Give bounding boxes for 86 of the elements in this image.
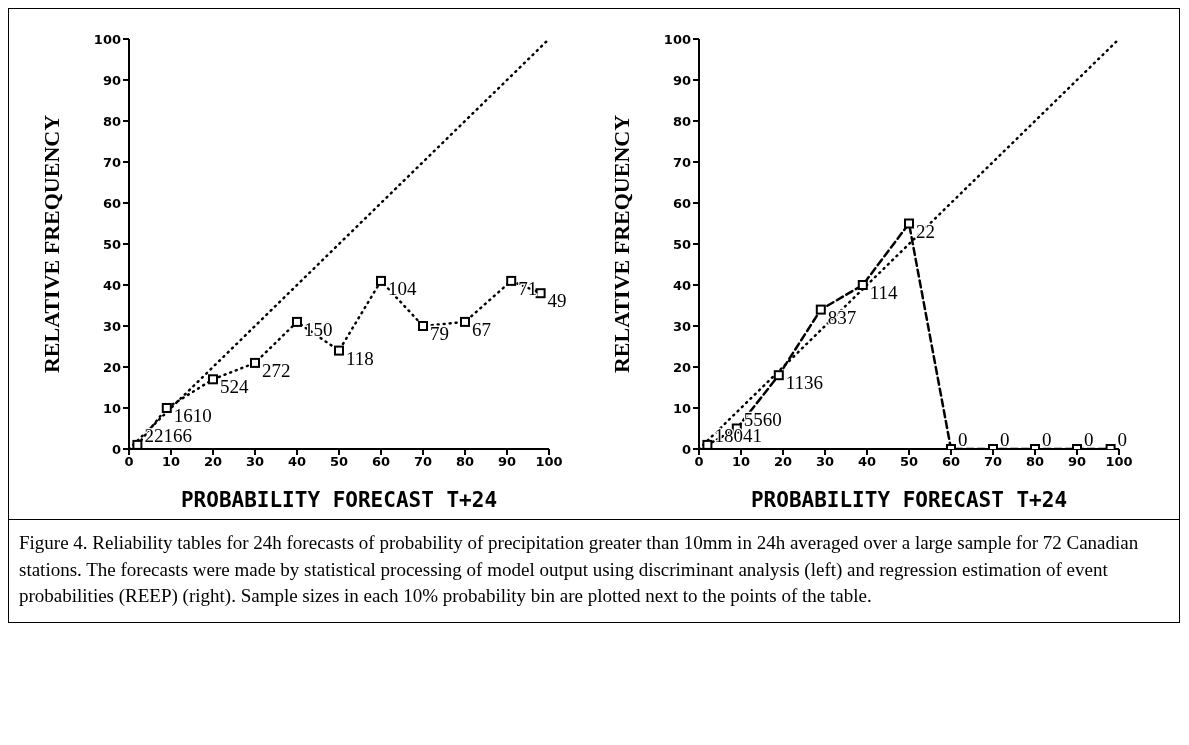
x-tick-label: 80 bbox=[1025, 454, 1045, 470]
point bbox=[815, 304, 826, 315]
x-tick-label: 40 bbox=[287, 454, 307, 470]
annotation: 1610 bbox=[173, 405, 212, 426]
y-tick-label: 30 bbox=[672, 318, 691, 334]
annotation: 0 bbox=[1042, 429, 1052, 450]
point bbox=[250, 357, 260, 368]
annotation: 118 bbox=[346, 347, 374, 369]
y-tick-label: 40 bbox=[102, 277, 121, 293]
annotation: 22166 bbox=[144, 424, 192, 446]
x-tick-label: 70 bbox=[413, 454, 433, 470]
caption: Figure 4. Reliability tables for 24h forecasts of probability of precipitation greater than 10mm in 24h averaged over a large sample for 72 Canadian stations. The forecasts were made by statistical processing of model output using discriminant analysis (left) and regression estimation of event probabilities (REEP) (right). Sample sizes in each 10% probability bin are plotted next to the points of the table. bbox=[19, 531, 1140, 609]
annotation: 5560 bbox=[743, 408, 782, 430]
x-tick-label: 0 bbox=[124, 454, 134, 470]
x-tick-label: 100 bbox=[1105, 454, 1133, 470]
x-tick-label: 30 bbox=[815, 454, 835, 470]
point bbox=[773, 370, 784, 381]
annotation: 1136 bbox=[785, 372, 824, 394]
x-axis-title: PROBABILITY FORECAST T+24 bbox=[750, 488, 1068, 512]
point bbox=[132, 439, 143, 449]
y-tick-label: 40 bbox=[672, 277, 691, 293]
point bbox=[418, 321, 428, 331]
point bbox=[535, 288, 546, 299]
y-tick-label: 30 bbox=[102, 318, 121, 334]
y-tick-label: 80 bbox=[102, 113, 121, 129]
x-tick-label: 70 bbox=[983, 454, 1003, 470]
annotation: 104 bbox=[388, 277, 417, 299]
annotation: 524 bbox=[220, 376, 249, 398]
point bbox=[702, 439, 713, 449]
annotation: 0 bbox=[958, 429, 968, 450]
point bbox=[334, 345, 344, 356]
y-tick-label: 70 bbox=[102, 154, 121, 170]
x-tick-label: 90 bbox=[1067, 454, 1087, 470]
y-tick-label: 70 bbox=[672, 154, 691, 170]
y-tick-label: 60 bbox=[102, 195, 121, 211]
y-tick-label: 20 bbox=[102, 359, 121, 375]
point bbox=[292, 316, 302, 327]
x-tick-label: 20 bbox=[773, 454, 793, 470]
y-tick-label: 100 bbox=[93, 31, 121, 47]
annotation: 79 bbox=[430, 323, 449, 344]
x-tick-label: 60 bbox=[371, 454, 391, 470]
y-tick-label: 0 bbox=[111, 441, 121, 457]
annotation: 150 bbox=[304, 318, 333, 340]
y-tick-label: 80 bbox=[672, 113, 691, 129]
x-tick-label: 50 bbox=[329, 454, 349, 470]
point bbox=[460, 316, 470, 327]
y-tick-label: 90 bbox=[102, 72, 121, 88]
point bbox=[857, 280, 868, 290]
point bbox=[161, 403, 172, 413]
y-tick-label: 100 bbox=[663, 31, 691, 47]
y-tick-label: 50 bbox=[102, 236, 121, 252]
y-tick-label: 10 bbox=[102, 400, 121, 416]
point bbox=[506, 275, 517, 286]
x-tick-label: 50 bbox=[899, 454, 919, 470]
x-tick-label: 100 bbox=[535, 454, 563, 470]
y-tick-label: 50 bbox=[672, 236, 691, 252]
x-tick-label: 40 bbox=[857, 454, 877, 470]
annotation: 0 bbox=[1000, 429, 1010, 450]
y-tick-label: 90 bbox=[672, 72, 691, 88]
annotation: 67 bbox=[472, 318, 491, 340]
x-axis-title: PROBABILITY FORECAST T+24 bbox=[180, 488, 498, 512]
y-tick-label: 20 bbox=[672, 359, 691, 375]
y-axis-title: RELATIVE FREQUENCY bbox=[38, 114, 64, 374]
x-tick-label: 0 bbox=[694, 454, 704, 470]
x-tick-label: 60 bbox=[941, 454, 961, 470]
annotation: 71 bbox=[518, 277, 538, 299]
annotation: 0 bbox=[1084, 429, 1094, 450]
y-axis-title: RELATIVE FREQUENCY bbox=[608, 114, 634, 374]
annotation: 0 bbox=[1117, 429, 1128, 450]
y-tick-label: 10 bbox=[672, 400, 691, 416]
x-tick-label: 30 bbox=[245, 454, 265, 470]
y-tick-label: 60 bbox=[672, 195, 691, 211]
x-tick-label: 10 bbox=[731, 454, 751, 470]
y-tick-label: 0 bbox=[681, 441, 691, 457]
annotation: 49 bbox=[547, 290, 567, 312]
point bbox=[208, 374, 218, 385]
point bbox=[904, 218, 914, 229]
annotation: 114 bbox=[869, 282, 899, 303]
annotation: 22 bbox=[916, 220, 935, 242]
annotation: 837 bbox=[827, 306, 857, 328]
x-tick-label: 20 bbox=[203, 454, 223, 470]
annotation: 272 bbox=[262, 359, 291, 381]
point bbox=[376, 275, 386, 286]
x-tick-label: 90 bbox=[497, 454, 517, 470]
x-tick-label: 10 bbox=[161, 454, 181, 470]
x-tick-label: 80 bbox=[455, 454, 475, 470]
